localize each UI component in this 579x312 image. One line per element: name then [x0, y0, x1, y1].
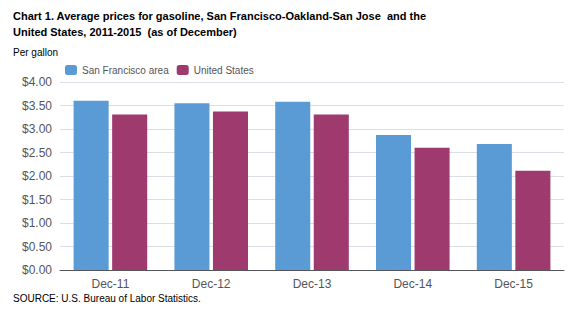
svg-text:Dec-15: Dec-15 — [494, 277, 533, 291]
svg-text:San Francisco area: San Francisco area — [82, 65, 169, 76]
svg-text:United States: United States — [194, 65, 254, 76]
svg-text:Dec-13: Dec-13 — [293, 277, 332, 291]
svg-text:United States, 2011-2015 (as: United States, 2011-2015 (as of December… — [13, 26, 237, 38]
svg-text:$1.50: $1.50 — [22, 193, 52, 207]
svg-text:SOURCE: U.S. Bureau of Labor S: SOURCE: U.S. Bureau of Labor Statistics. — [13, 293, 201, 304]
svg-text:Dec-14: Dec-14 — [393, 277, 432, 291]
svg-text:Dec-12: Dec-12 — [192, 277, 231, 291]
svg-text:$3.00: $3.00 — [22, 122, 52, 136]
svg-text:$4.00: $4.00 — [22, 75, 52, 89]
svg-text:Chart 1. Average prices for ga: Chart 1. Average prices for gasoline, Sa… — [13, 10, 426, 22]
svg-text:Dec-11: Dec-11 — [92, 277, 130, 291]
svg-text:$1.00: $1.00 — [22, 216, 52, 230]
svg-text:$3.50: $3.50 — [22, 99, 52, 113]
svg-text:$0.00: $0.00 — [22, 263, 52, 277]
svg-text:$0.50: $0.50 — [22, 240, 52, 254]
svg-text:$2.00: $2.00 — [22, 169, 52, 183]
svg-text:$2.50: $2.50 — [22, 146, 52, 160]
svg-text:Per gallon: Per gallon — [13, 47, 58, 58]
